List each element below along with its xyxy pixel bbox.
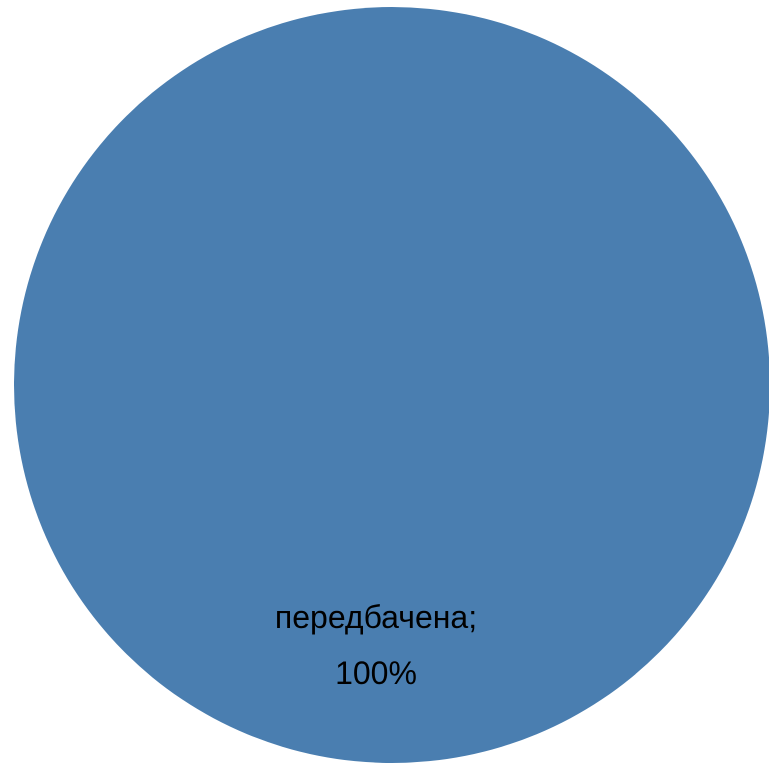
slice-label-line2: 100% [335,655,417,691]
pie-data-labels: передбачена; 100% [275,599,477,691]
pie-slices [14,7,769,763]
pie-slice-0 [14,7,769,763]
slice-label-line1: передбачена; [275,599,477,635]
